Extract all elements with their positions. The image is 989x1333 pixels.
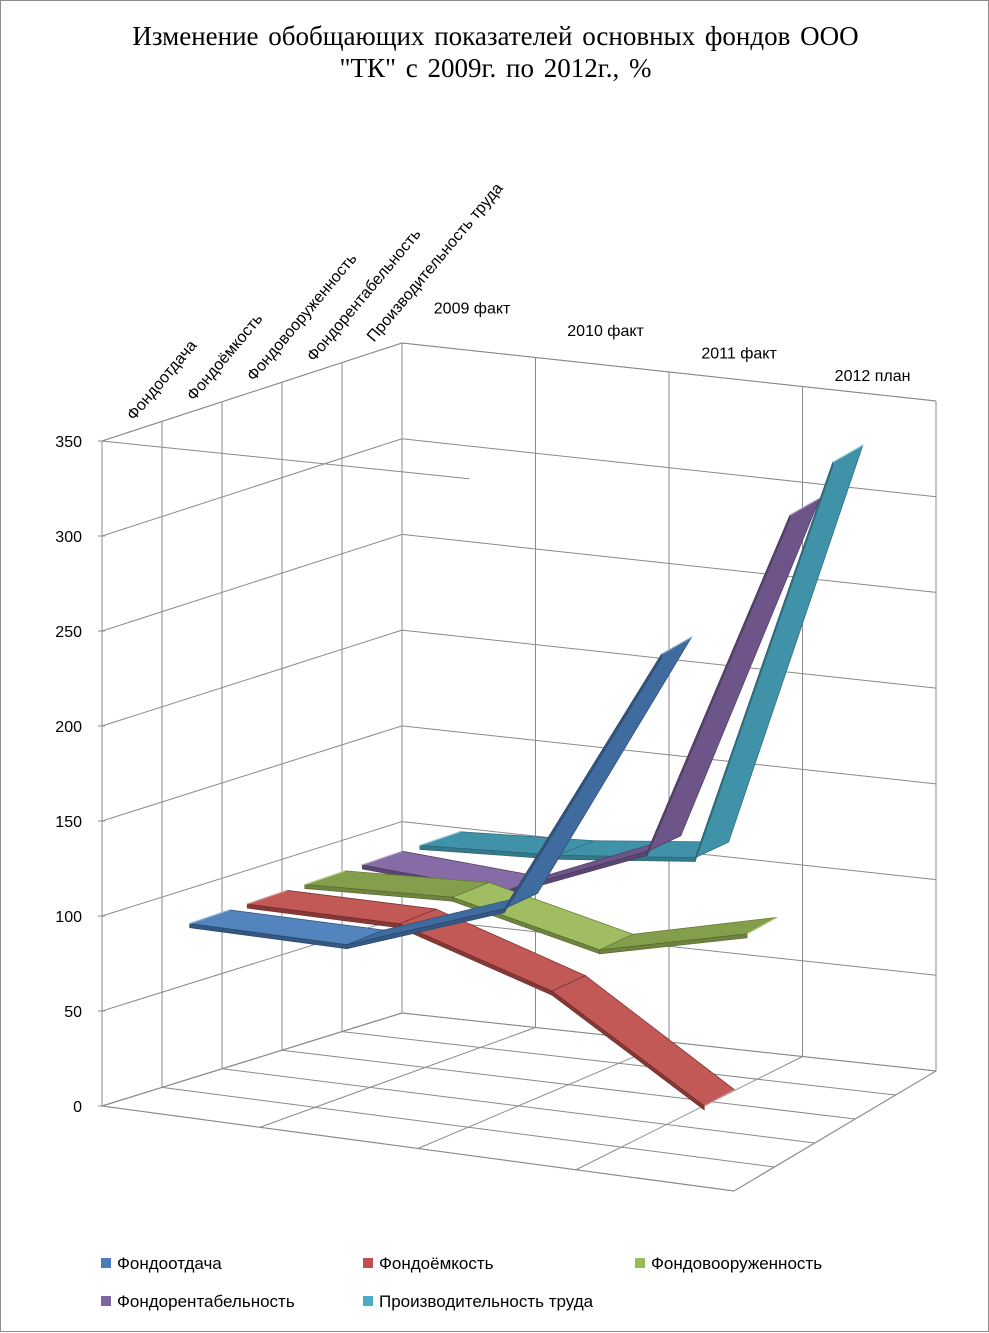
legend-item: Фондовооруженность: [635, 1251, 822, 1277]
left-wall-gridline: [101, 438, 403, 537]
category-labels: 2009 факт 2010 факт 2011 факт 2012 план Фонд…: [124, 180, 910, 424]
legend-label: Фондорентабельность: [117, 1292, 295, 1311]
ribbon-segment-side: [647, 514, 791, 856]
chart-title-line-2: "ТК" с 2009г. по 2012г., %: [339, 53, 652, 83]
ribbon-segment-side: [599, 933, 748, 955]
series-ribbon-1: [189, 636, 693, 950]
ribbon-start-cap: [246, 889, 288, 905]
series-ribbon-2: [246, 889, 736, 1111]
legend-item: Производительность труда: [363, 1289, 593, 1315]
left-wall-gridline: [101, 725, 403, 822]
series-depth-label: Фондоотдача: [124, 337, 200, 424]
y-tick-label: 300: [55, 529, 82, 546]
ribbon-segment-top: [551, 975, 736, 1107]
legend-item: Фондорентабельность: [101, 1289, 295, 1315]
category-label: 2012 план: [835, 368, 911, 385]
y-tick-label: 150: [55, 814, 82, 831]
legend-label: Фондоёмкость: [379, 1254, 494, 1273]
y-tick-label: 200: [55, 719, 82, 736]
ribbon-start-cap: [304, 870, 346, 886]
chart-title-line-1: Изменение обобщающих показателей основны…: [132, 21, 859, 51]
left-wall-gridline: [101, 1012, 403, 1107]
legend-swatch: [101, 1257, 111, 1268]
floor-gridline-category: [575, 1056, 803, 1171]
ribbon-end-cap: [746, 916, 778, 935]
y-axis-ticks: 0 50 100 150 200 250 300 350: [55, 434, 105, 1116]
ribbon-segment-side: [551, 990, 705, 1111]
top-edge-left: [101, 342, 403, 442]
left-wall-gridline: [101, 533, 403, 632]
legend-swatch: [101, 1295, 111, 1306]
y-tick-label: 350: [55, 434, 82, 451]
y-tick-label: 0: [73, 1099, 82, 1116]
legend-item: Фондоёмкость: [363, 1251, 494, 1277]
category-label: 2011 факт: [701, 346, 777, 363]
y-tick-label: 100: [55, 909, 82, 926]
chart-series: [189, 444, 864, 1111]
y-tick-label: 50: [64, 1004, 82, 1021]
floor-gridline-category: [417, 1041, 670, 1149]
legend-label: Производительность труда: [379, 1292, 594, 1311]
legend-item: Фондоотдача: [101, 1251, 222, 1277]
legend-label: Фондоотдача: [117, 1254, 222, 1273]
ribbon-segment-top: [694, 444, 864, 859]
floor-gridline-series: [161, 1086, 775, 1168]
ribbon-end-cap: [661, 636, 692, 655]
ribbon-start-cap: [419, 831, 461, 847]
legend: Фондоотдача Фондоёмкость Фондовооруженност…: [101, 1251, 921, 1321]
series-ribbon-4: [360, 497, 821, 896]
ribbon-end-cap: [789, 497, 821, 516]
ribbon-segment-side: [694, 462, 834, 862]
top-edge-front: [101, 440, 470, 480]
y-tick-label: 250: [55, 624, 82, 641]
ribbon-end-cap: [832, 444, 864, 463]
legend-label: Фондовооруженность: [651, 1254, 823, 1273]
top-edge-back: [401, 342, 937, 402]
floor-gridline-category: [733, 1070, 937, 1192]
legend-swatch: [363, 1295, 373, 1306]
category-label: 2010 факт: [567, 323, 644, 340]
ribbon-start-cap: [189, 909, 231, 925]
series-depth-label: Фондоёмкость: [184, 311, 266, 404]
floor-gridline-series: [341, 1031, 896, 1096]
floor-gridline-series: [281, 1049, 856, 1120]
floor-gridline-category: [259, 1027, 536, 1128]
left-wall-gridline: [101, 821, 403, 917]
ribbon-start-cap: [362, 850, 403, 866]
ribbon-segment-side: [503, 653, 662, 914]
category-label: 2009 факт: [434, 301, 511, 318]
ribbon-end-cap: [703, 1089, 735, 1107]
left-wall-gridline: [101, 629, 403, 727]
floor-gridline-series: [221, 1068, 815, 1144]
chart-walls: [101, 342, 937, 1192]
legend-swatch: [635, 1257, 645, 1268]
legend-swatch: [363, 1257, 373, 1268]
series-ribbon-5: [419, 444, 864, 862]
floor-gridline-series: [101, 1105, 735, 1192]
